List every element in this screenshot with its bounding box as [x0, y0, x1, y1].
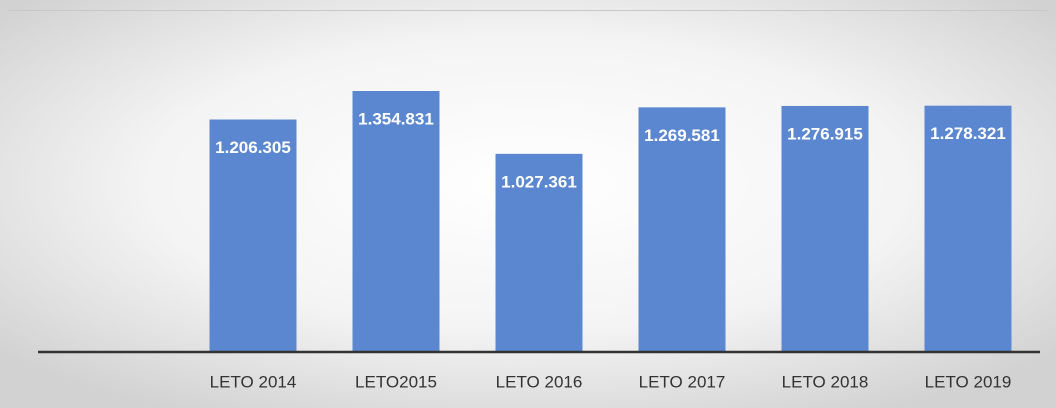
data-label: 1.276.915	[787, 124, 863, 143]
bar	[924, 105, 1012, 352]
data-label: 1.206.305	[215, 138, 291, 157]
x-tick-label: LETO 2014	[210, 372, 297, 391]
bar	[495, 153, 583, 351]
data-label: 1.027.361	[501, 172, 577, 191]
x-tick-label: LETO 2017	[639, 372, 726, 391]
x-tick-label: LETO 2019	[925, 372, 1012, 391]
bar	[638, 107, 726, 351]
data-label: 1.278.321	[930, 124, 1006, 143]
bar	[209, 119, 297, 351]
bar	[352, 91, 440, 351]
x-tick-label: LETO 2016	[496, 372, 583, 391]
data-label: 1.269.581	[644, 126, 720, 145]
x-tick-label: LETO2015	[355, 372, 437, 391]
x-tick-label: LETO 2018	[782, 372, 869, 391]
data-label: 1.354.831	[358, 109, 434, 128]
bar	[781, 105, 869, 351]
